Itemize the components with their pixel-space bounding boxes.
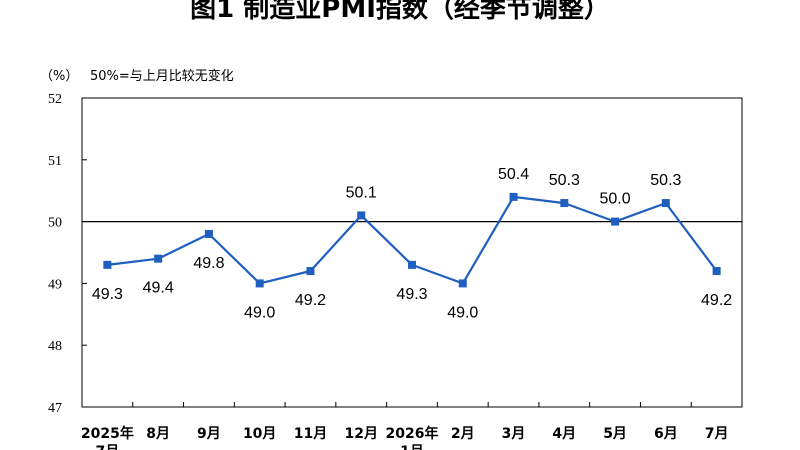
x-tick-label: 2025年 — [81, 425, 134, 442]
x-tick-label: 1月 — [400, 444, 424, 450]
data-point-marker — [509, 192, 518, 201]
x-tick-label: 3月 — [502, 426, 526, 442]
data-point-marker — [204, 229, 213, 238]
x-tick-label: 5月 — [603, 426, 627, 442]
x-tick-label: 2月 — [451, 426, 475, 442]
x-tick-label: 10月 — [243, 426, 276, 442]
series-marker-layer — [103, 192, 721, 288]
data-label-layer: 49.3 49.4 49.8 49.0 49.2 50.1 49.3 49.0 50.4 50.3… — [92, 166, 732, 322]
x-tick-label: 11月 — [294, 426, 327, 442]
x-tick-label: 7月 — [96, 444, 120, 450]
x-tick-label: 8月 — [146, 426, 170, 442]
data-label: 49.3 — [396, 286, 427, 303]
data-label: 50.3 — [650, 172, 681, 189]
data-point-marker — [661, 199, 670, 208]
y-tick-label: 51 — [48, 154, 62, 169]
data-point-marker — [560, 199, 569, 208]
y-tick-label: 49 — [48, 277, 62, 292]
x-tick-label: 2026年 — [386, 425, 439, 442]
data-point-marker — [357, 211, 366, 220]
data-point-marker — [154, 254, 163, 263]
tick-label-layer: 47 48 49 50 51 52 2025年 7月 8月 9月 10月 11月 12月 2026年 1月 2… — [48, 92, 728, 450]
data-label: 50.3 — [549, 172, 580, 189]
y-axis-unit-label: （%） — [40, 69, 79, 84]
data-point-marker — [712, 267, 721, 276]
data-label: 49.3 — [92, 286, 123, 303]
plot-frame — [81, 97, 743, 408]
data-point-marker — [306, 267, 315, 276]
y-tick-label: 52 — [48, 92, 62, 107]
data-label: 49.2 — [295, 292, 326, 309]
data-point-marker — [103, 260, 112, 269]
data-label: 50.0 — [600, 191, 631, 208]
axes-layer — [81, 97, 743, 408]
x-tick-label: 9月 — [197, 426, 221, 442]
x-tick-label: 7月 — [705, 426, 729, 442]
data-label: 49.0 — [447, 304, 478, 321]
y-tick-label: 50 — [48, 216, 62, 231]
data-point-marker — [458, 279, 467, 288]
y-tick-label: 47 — [48, 401, 62, 416]
data-point-marker — [611, 217, 620, 226]
data-label: 49.0 — [244, 304, 275, 321]
reference-note: 50%=与上月比较无变化 — [90, 69, 234, 84]
data-label: 49.4 — [143, 280, 174, 297]
y-tick-label: 48 — [48, 339, 62, 354]
data-label: 49.8 — [193, 255, 224, 272]
x-tick-label: 12月 — [344, 426, 377, 442]
x-tick-label: 6月 — [654, 426, 678, 442]
data-label: 49.2 — [701, 292, 732, 309]
data-point-marker — [408, 260, 416, 269]
x-tick-label: 4月 — [552, 426, 576, 442]
data-label: 50.1 — [346, 184, 377, 201]
chart-title: 图1 制造业PMI指数（经季节调整） — [190, 0, 610, 24]
data-point-marker — [255, 279, 264, 288]
data-label: 50.4 — [498, 166, 529, 183]
